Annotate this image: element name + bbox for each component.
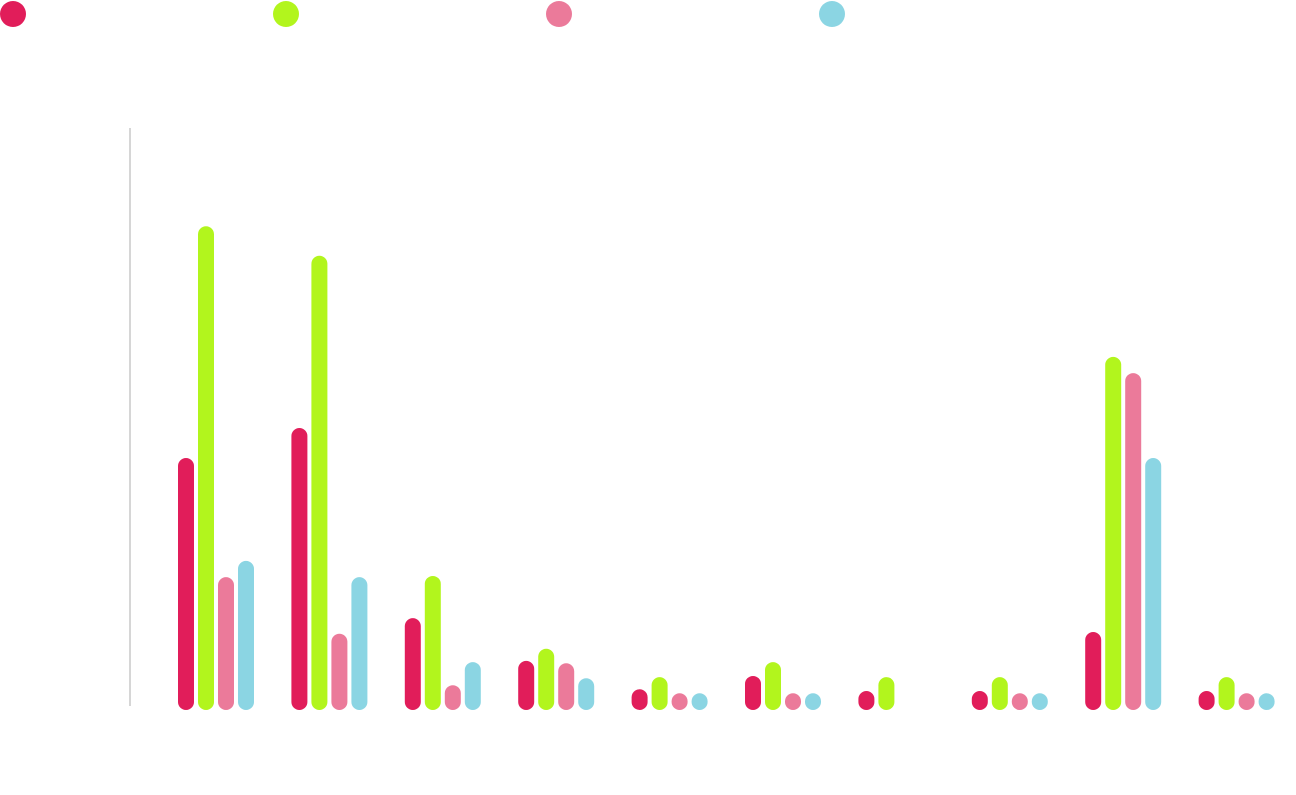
- bar-group-10-series-1[interactable]: [1198, 690, 1215, 710]
- bar-group-5-series-3[interactable]: [671, 693, 688, 710]
- bar-group-6-series-4[interactable]: [805, 693, 821, 710]
- bar-group-8-series-4[interactable]: [1031, 693, 1048, 710]
- bar-group-7-series-2[interactable]: [878, 677, 895, 710]
- bar-group-5-series-1[interactable]: [631, 689, 648, 710]
- bar-group-4-series-2[interactable]: [538, 648, 555, 710]
- bar-group-3-series-3[interactable]: [444, 685, 461, 710]
- bar-group-2-series-4[interactable]: [351, 577, 368, 710]
- bar-group-2-series-1[interactable]: [291, 427, 308, 710]
- bar-group-9-series-2[interactable]: [1105, 356, 1122, 710]
- bar-group-9-series-1[interactable]: [1085, 632, 1102, 710]
- bar-group-7-series-1[interactable]: [858, 690, 875, 710]
- legend-marker-series-3[interactable]: [546, 1, 572, 27]
- legend: [0, 1, 845, 27]
- bar-group-8-series-2[interactable]: [991, 677, 1008, 710]
- bar-group-10-series-4[interactable]: [1258, 693, 1275, 710]
- bar-group-10-series-3[interactable]: [1238, 693, 1255, 710]
- legend-marker-series-2[interactable]: [273, 1, 299, 27]
- legend-marker-series-1[interactable]: [0, 1, 26, 27]
- bar-group-6-series-3[interactable]: [785, 693, 801, 710]
- legend-marker-series-4[interactable]: [819, 1, 845, 27]
- bar-group-8-series-3[interactable]: [1011, 693, 1028, 710]
- bar-group-4-series-3[interactable]: [558, 663, 575, 710]
- bar-group-1-series-4[interactable]: [238, 560, 254, 710]
- bar-group-9-series-3[interactable]: [1125, 373, 1142, 710]
- bars: [178, 226, 1275, 710]
- bar-group-2-series-3[interactable]: [331, 633, 348, 710]
- bar-group-4-series-4[interactable]: [578, 678, 595, 710]
- bar-group-10-series-2[interactable]: [1218, 677, 1235, 710]
- bar-group-3-series-1[interactable]: [404, 618, 421, 710]
- bar-group-4-series-1[interactable]: [518, 660, 535, 710]
- bar-group-5-series-2[interactable]: [651, 677, 668, 710]
- bar-group-2-series-2[interactable]: [311, 255, 328, 710]
- bar-group-3-series-2[interactable]: [424, 575, 441, 710]
- bar-group-1-series-2[interactable]: [198, 226, 214, 710]
- bar-group-8-series-1[interactable]: [971, 690, 988, 710]
- bar-group-3-series-4[interactable]: [464, 662, 481, 710]
- bar-group-5-series-4[interactable]: [691, 693, 708, 710]
- bar-group-1-series-1[interactable]: [178, 458, 194, 710]
- bar-group-1-series-3[interactable]: [218, 577, 234, 710]
- bar-group-6-series-1[interactable]: [745, 675, 761, 710]
- bar-group-6-series-2[interactable]: [765, 662, 781, 710]
- bar-group-9-series-4[interactable]: [1145, 458, 1162, 710]
